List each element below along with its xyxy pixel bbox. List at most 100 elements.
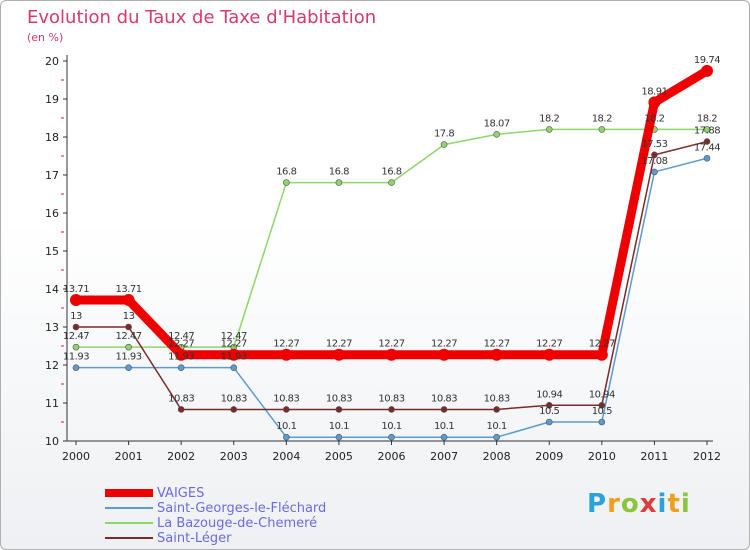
x-tick-label: 2012 [693,450,721,463]
data-point [598,418,606,426]
data-point [545,418,553,426]
data-label: 10.1 [434,421,454,432]
legend-label: VAIGES [157,486,205,501]
chart-title: Evolution du Taux de Taxe d'Habitation [27,7,377,28]
data-label: 10.83 [484,393,510,404]
x-tick-label: 2001 [115,450,143,463]
data-label: 18.2 [539,113,559,124]
data-point [388,406,395,413]
data-point [175,348,188,361]
data-label: 18.2 [697,113,717,124]
data-point [388,179,395,186]
x-tick-label: 2011 [640,450,668,463]
data-point [493,131,500,138]
data-point [72,364,80,371]
data-label: 10.1 [487,421,507,432]
data-label: 12.27 [326,339,352,350]
data-label: 10.5 [592,406,612,417]
data-label: 10.1 [276,421,296,432]
data-label: 10.1 [329,421,349,432]
data-label: 12.47 [63,331,89,342]
data-point [703,138,711,145]
x-tick-label: 2010 [588,450,616,463]
x-tick-label: 2003 [220,450,248,463]
data-label: 10.1 [381,421,401,432]
x-tick-label: 2007 [430,450,458,463]
data-point [122,294,135,307]
data-label: 13 [123,311,135,322]
y-tick-label: 14 [45,283,59,296]
y-tick-label: 16 [45,207,59,220]
y-tick-label: 15 [45,245,59,258]
data-point [72,323,80,331]
data-point [701,64,713,77]
data-label: 18.07 [484,118,510,129]
data-label: 13 [70,311,82,322]
data-point [72,343,80,351]
data-point [335,433,343,441]
legend-swatch [105,489,153,497]
logo-letter: o [620,489,640,519]
data-point [177,364,185,371]
data-label: 10.5 [539,406,559,417]
legend-swatch [105,507,153,509]
data-point [545,126,553,133]
data-point [283,179,290,186]
data-label: 12.27 [273,339,299,350]
data-label: 12.27 [378,339,404,350]
data-label: 18.2 [592,113,612,124]
data-label: 16.8 [381,167,401,178]
data-label: 10.83 [431,393,457,404]
data-point [598,126,606,133]
data-label: 16.8 [276,167,296,178]
data-label: 18.2 [644,113,664,124]
data-point [651,168,658,176]
y-tick-label: 18 [45,131,59,144]
data-point [230,364,238,371]
data-label: 12.27 [431,339,457,350]
data-point [177,406,185,413]
x-tick-label: 2008 [483,450,511,463]
x-tick-label: 2002 [167,450,195,463]
data-label: 10.83 [168,393,194,404]
data-point [440,433,448,441]
legend-label: La Bazouge-de-Chemeré [157,516,318,531]
x-tick-label: 2009 [535,450,563,463]
y-tick-label: 19 [45,93,59,106]
data-label: 12.27 [221,339,247,350]
data-point [283,433,290,441]
legend-swatch [105,522,153,524]
data-point [335,179,343,186]
data-label: 10.94 [589,389,615,400]
data-point [125,343,132,351]
series-3 [72,138,711,413]
data-point [440,141,448,148]
data-point [332,348,345,361]
data-label: 10.83 [221,393,247,404]
y-tick-label: 12 [45,359,59,372]
data-point [335,406,343,413]
data-label: 12.47 [221,331,247,342]
data-point [388,433,395,441]
data-point [545,401,553,409]
data-label: 12.47 [168,331,194,342]
data-label: 11.93 [168,352,194,363]
data-label: 11.93 [221,352,247,363]
data-label: 10.94 [536,389,562,400]
data-point [438,348,451,361]
data-label: 11.93 [116,352,142,363]
data-point [125,364,132,371]
data-point [598,401,606,409]
data-label: 11.93 [63,352,89,363]
data-point [703,154,711,162]
data-label: 17.8 [434,129,454,140]
data-point [703,126,711,133]
logo-letter: i [680,489,691,519]
data-label: 17.08 [641,156,667,167]
series-2 [72,126,711,351]
data-label: 12.27 [536,339,562,350]
data-point [230,406,238,413]
data-point [70,294,82,307]
